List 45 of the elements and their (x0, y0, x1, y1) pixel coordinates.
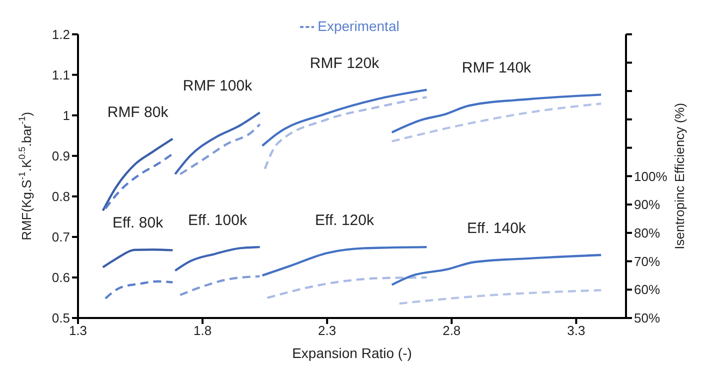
annotation: Eff. 100k (188, 212, 248, 230)
annotation: Eff. 120k (315, 212, 374, 230)
y-tick-label: 0.5 (52, 310, 70, 326)
annotation: RMF 100k (182, 78, 253, 95)
line-series (179, 275, 261, 296)
annotation: RMF 120k (310, 54, 380, 72)
line-series (390, 102, 602, 142)
y2-tick-label: 100% (634, 168, 668, 184)
y-tick-label: 1.2 (52, 26, 70, 42)
line-series (104, 152, 174, 210)
legend-label: Experimental (318, 18, 400, 34)
line-series (264, 96, 428, 170)
annotation: Eff. 140k (467, 220, 526, 238)
y2-tick-label: 70% (634, 254, 660, 269)
x-axis-title: Expansion Ratio (-) (292, 345, 412, 361)
y-tick-label: 0.9 (52, 148, 70, 164)
y2-tick-label: 60% (634, 282, 660, 298)
line-series (261, 88, 428, 147)
line-series (261, 246, 428, 277)
y-tick-label: 1 (62, 108, 70, 123)
line-series (174, 111, 261, 176)
y2-tick-label: 80% (634, 226, 660, 241)
y2-axis-title: Isentropinc Efficiency (%) (672, 102, 688, 250)
line-series (174, 246, 261, 272)
annotation: Eff. 80k (112, 214, 164, 232)
line-series (102, 248, 174, 268)
line-series (104, 280, 174, 300)
line-series (266, 276, 428, 299)
x-tick-label: 2.8 (442, 323, 461, 338)
x-tick-label: 1.8 (194, 323, 212, 338)
line-series (179, 123, 261, 176)
y-tick-label: 0.7 (52, 230, 70, 245)
x-tick-label: 2.3 (318, 323, 336, 338)
line-series (102, 138, 174, 212)
y2-tick-label: 50% (634, 310, 660, 326)
annotation: RMF 140k (462, 60, 532, 77)
y-tick-label: 0.8 (52, 189, 70, 204)
line-series (390, 94, 602, 134)
y-tick-label: 0.6 (52, 270, 70, 286)
y-tick-label: 1.1 (52, 67, 70, 82)
line-series (390, 254, 602, 286)
x-tick-label: 1.3 (68, 323, 88, 338)
x-tick-label: 3.3 (567, 323, 586, 338)
annotation: RMF 80k (107, 104, 169, 121)
y2-tick-label: 90% (634, 197, 660, 212)
